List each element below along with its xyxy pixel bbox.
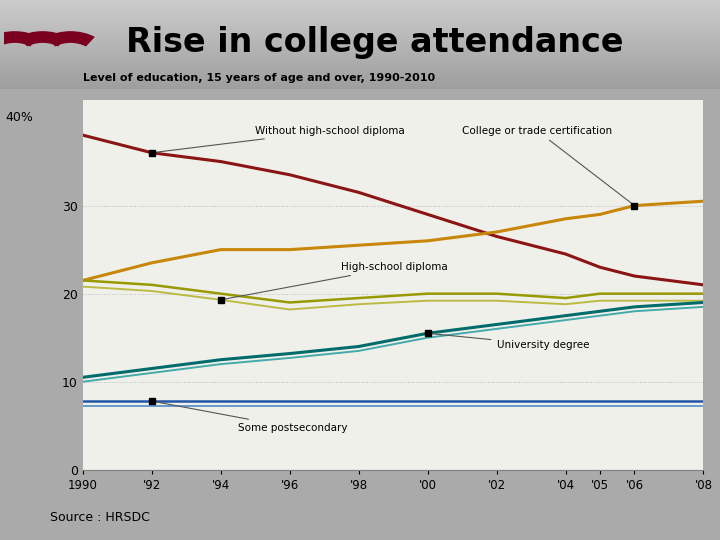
Bar: [0, 11, 720, 12]
Bar: [0, 18, 720, 19]
Bar: [0, 12, 720, 14]
Bar: [0, 65, 720, 66]
Wedge shape: [18, 31, 67, 46]
Bar: [0, 66, 720, 67]
Text: University degree: University degree: [431, 334, 589, 350]
Bar: [0, 80, 720, 81]
Bar: [0, 44, 720, 45]
Bar: [0, 10, 720, 11]
Bar: [0, 63, 720, 64]
Bar: [0, 47, 720, 48]
Bar: [0, 37, 720, 38]
Bar: [0, 68, 720, 69]
Text: Source : HRSDC: Source : HRSDC: [50, 511, 150, 524]
Bar: [0, 87, 720, 88]
Text: Level of education, 15 years of age and over, 1990-2010: Level of education, 15 years of age and …: [83, 73, 435, 83]
Wedge shape: [0, 31, 39, 46]
Bar: [0, 79, 720, 80]
Bar: [0, 56, 720, 57]
Bar: [0, 69, 720, 70]
Bar: [0, 72, 720, 73]
Bar: [0, 51, 720, 52]
Bar: [0, 42, 720, 43]
Bar: [0, 35, 720, 36]
Bar: [0, 2, 720, 3]
Bar: [0, 7, 720, 8]
Text: Some postsecondary: Some postsecondary: [155, 402, 348, 433]
Bar: [0, 39, 720, 40]
Bar: [0, 4, 720, 5]
Bar: [0, 73, 720, 74]
Bar: [0, 85, 720, 86]
Bar: [0, 16, 720, 17]
Bar: [0, 30, 720, 31]
Bar: [0, 49, 720, 50]
Bar: [0, 34, 720, 35]
Bar: [0, 41, 720, 42]
Text: High-school diploma: High-school diploma: [223, 262, 448, 299]
Bar: [0, 57, 720, 58]
Bar: [0, 6, 720, 7]
Bar: [0, 1, 720, 2]
Bar: [0, 55, 720, 56]
Bar: [0, 64, 720, 65]
Bar: [0, 40, 720, 41]
Bar: [0, 28, 720, 29]
Bar: [0, 32, 720, 33]
Bar: [0, 0, 720, 1]
Bar: [0, 46, 720, 47]
Bar: [0, 76, 720, 77]
Bar: [0, 53, 720, 55]
Bar: [0, 48, 720, 49]
Bar: [0, 23, 720, 24]
Bar: [0, 75, 720, 76]
Bar: [0, 22, 720, 23]
Bar: [0, 24, 720, 25]
Text: Rise in college attendance: Rise in college attendance: [126, 26, 624, 59]
Bar: [0, 82, 720, 83]
Bar: [0, 36, 720, 37]
Bar: [0, 59, 720, 60]
Bar: [0, 5, 720, 6]
Bar: [0, 38, 720, 39]
Bar: [0, 29, 720, 30]
Bar: [0, 62, 720, 63]
Bar: [0, 19, 720, 21]
Bar: [0, 43, 720, 44]
Bar: [0, 67, 720, 68]
Text: College or trade certification: College or trade certification: [462, 126, 632, 204]
Bar: [0, 86, 720, 87]
Bar: [0, 77, 720, 78]
Bar: [0, 17, 720, 18]
Bar: [0, 78, 720, 79]
Text: Without high-school diploma: Without high-school diploma: [155, 126, 405, 152]
Bar: [0, 9, 720, 10]
Bar: [0, 81, 720, 82]
Bar: [0, 58, 720, 59]
Bar: [0, 33, 720, 34]
Text: 40%: 40%: [5, 111, 33, 124]
Bar: [0, 3, 720, 4]
Bar: [0, 70, 720, 71]
Bar: [0, 52, 720, 53]
Bar: [0, 8, 720, 9]
Bar: [0, 71, 720, 72]
Bar: [0, 21, 720, 22]
Bar: [0, 83, 720, 84]
Bar: [0, 88, 720, 89]
Bar: [0, 31, 720, 32]
Bar: [0, 25, 720, 26]
Bar: [0, 45, 720, 46]
Bar: [0, 84, 720, 85]
Bar: [0, 26, 720, 28]
Bar: [0, 15, 720, 16]
Wedge shape: [46, 31, 95, 46]
Bar: [0, 14, 720, 15]
Bar: [0, 50, 720, 51]
Bar: [0, 74, 720, 75]
Bar: [0, 60, 720, 62]
